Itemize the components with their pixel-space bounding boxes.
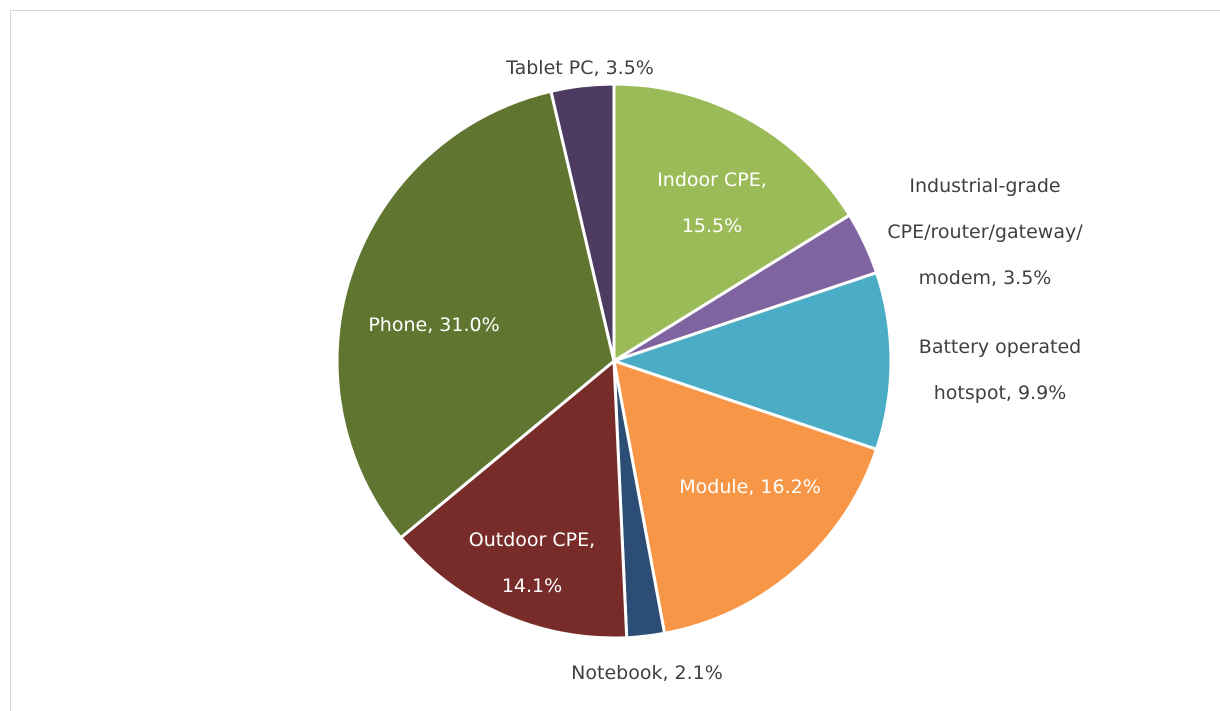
data-label: Industrial-grade CPE/router/gateway/mode…: [887, 175, 1083, 289]
pie-slice: [549, 82, 616, 362]
data-label: Phone, 31.0%: [368, 314, 500, 336]
data-label: Indoor CPE, 15.5%: [657, 169, 767, 237]
data-label: Outdoor CPE, 14.1%: [468, 529, 596, 597]
pie-slice: [335, 89, 616, 540]
data-label: Battery operated hotspot, 9.9%: [918, 336, 1082, 404]
data-label: Notebook, 2.1%: [571, 662, 723, 684]
pie-slice: [612, 358, 879, 636]
chart-frame: [10, 10, 1220, 711]
pie-slice: [612, 82, 852, 364]
pie-slice: [398, 357, 629, 640]
pie-slice: [609, 270, 893, 452]
data-label: Module, 16.2%: [679, 476, 821, 498]
data-label: Tablet PC, 3.5%: [506, 57, 654, 79]
